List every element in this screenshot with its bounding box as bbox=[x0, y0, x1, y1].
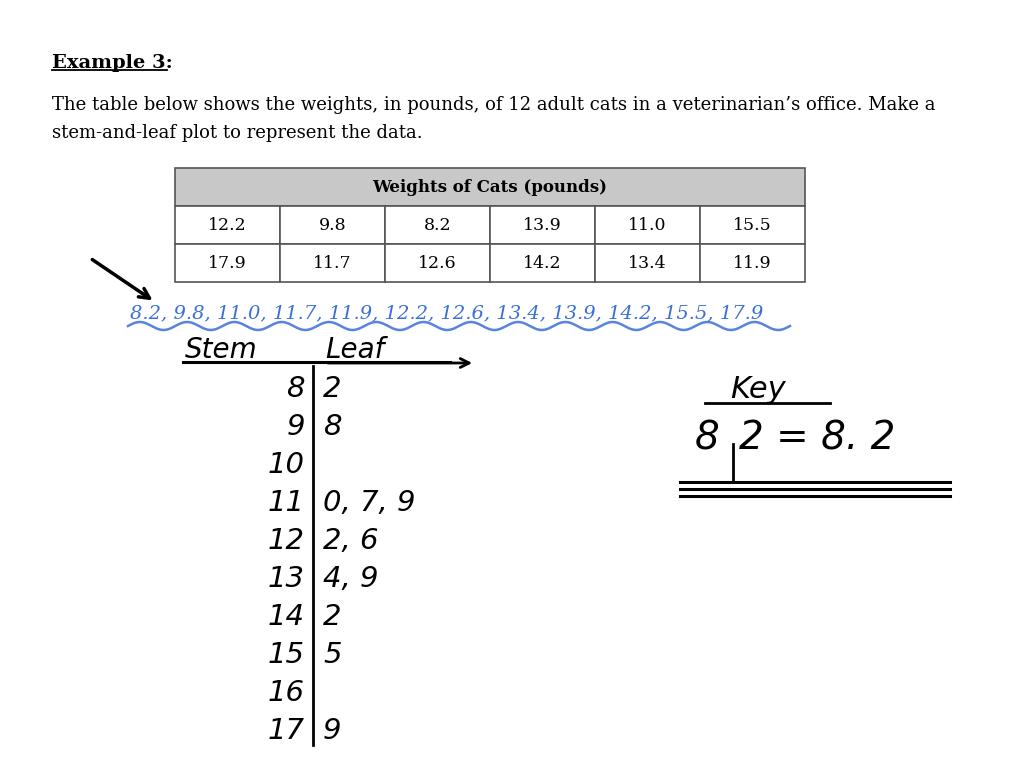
Text: Leaf: Leaf bbox=[325, 336, 384, 364]
Text: 2: 2 bbox=[323, 375, 341, 403]
Text: 8.2: 8.2 bbox=[424, 217, 452, 233]
Text: 0, 7, 9: 0, 7, 9 bbox=[323, 489, 416, 517]
Text: 5: 5 bbox=[323, 641, 341, 669]
Text: 16: 16 bbox=[268, 679, 305, 707]
Text: 11.7: 11.7 bbox=[313, 254, 352, 272]
Text: 9.8: 9.8 bbox=[318, 217, 346, 233]
Bar bbox=[385, 244, 490, 282]
Text: 14.2: 14.2 bbox=[523, 254, 562, 272]
Text: 13: 13 bbox=[268, 565, 305, 593]
Bar bbox=[175, 168, 805, 206]
Text: 12.6: 12.6 bbox=[418, 254, 457, 272]
Text: 12: 12 bbox=[268, 527, 305, 555]
Text: 13.9: 13.9 bbox=[523, 217, 562, 233]
Text: 9: 9 bbox=[287, 413, 305, 441]
Text: The table below shows the weights, in pounds, of 12 adult cats in a veterinarian: The table below shows the weights, in po… bbox=[52, 96, 936, 114]
Bar bbox=[385, 206, 490, 244]
Bar bbox=[595, 244, 700, 282]
Text: 11: 11 bbox=[268, 489, 305, 517]
Text: 2 = 8. 2: 2 = 8. 2 bbox=[739, 420, 895, 458]
Text: Key: Key bbox=[730, 375, 785, 404]
Text: 8: 8 bbox=[287, 375, 305, 403]
Text: 15: 15 bbox=[268, 641, 305, 669]
Text: 2: 2 bbox=[323, 603, 341, 631]
Text: 11.9: 11.9 bbox=[733, 254, 772, 272]
Bar bbox=[490, 244, 595, 282]
Bar bbox=[175, 244, 280, 282]
Text: 12.2: 12.2 bbox=[208, 217, 247, 233]
Text: Stem: Stem bbox=[185, 336, 258, 364]
Text: 2, 6: 2, 6 bbox=[323, 527, 379, 555]
Bar bbox=[595, 206, 700, 244]
Text: stem-and-leaf plot to represent the data.: stem-and-leaf plot to represent the data… bbox=[52, 124, 423, 142]
Text: Weights of Cats (pounds): Weights of Cats (pounds) bbox=[373, 178, 607, 196]
Text: 8: 8 bbox=[695, 420, 720, 458]
Text: 13.4: 13.4 bbox=[628, 254, 667, 272]
Text: Example 3:: Example 3: bbox=[52, 54, 173, 72]
Text: 8: 8 bbox=[323, 413, 341, 441]
Text: 15.5: 15.5 bbox=[733, 217, 772, 233]
Text: 4, 9: 4, 9 bbox=[323, 565, 379, 593]
Text: 8.2, 9.8, 11.0, 11.7, 11.9, 12.2, 12.6, 13.4, 13.9, 14.2, 15.5, 17.9: 8.2, 9.8, 11.0, 11.7, 11.9, 12.2, 12.6, … bbox=[130, 304, 763, 322]
Text: 11.0: 11.0 bbox=[629, 217, 667, 233]
Bar bbox=[175, 206, 280, 244]
Text: 14: 14 bbox=[268, 603, 305, 631]
Text: 17.9: 17.9 bbox=[208, 254, 247, 272]
Text: 17: 17 bbox=[268, 717, 305, 745]
Bar bbox=[280, 244, 385, 282]
Text: 10: 10 bbox=[268, 451, 305, 479]
Bar bbox=[280, 206, 385, 244]
Text: 9: 9 bbox=[323, 717, 341, 745]
Bar bbox=[700, 244, 805, 282]
Bar bbox=[700, 206, 805, 244]
Bar bbox=[490, 206, 595, 244]
